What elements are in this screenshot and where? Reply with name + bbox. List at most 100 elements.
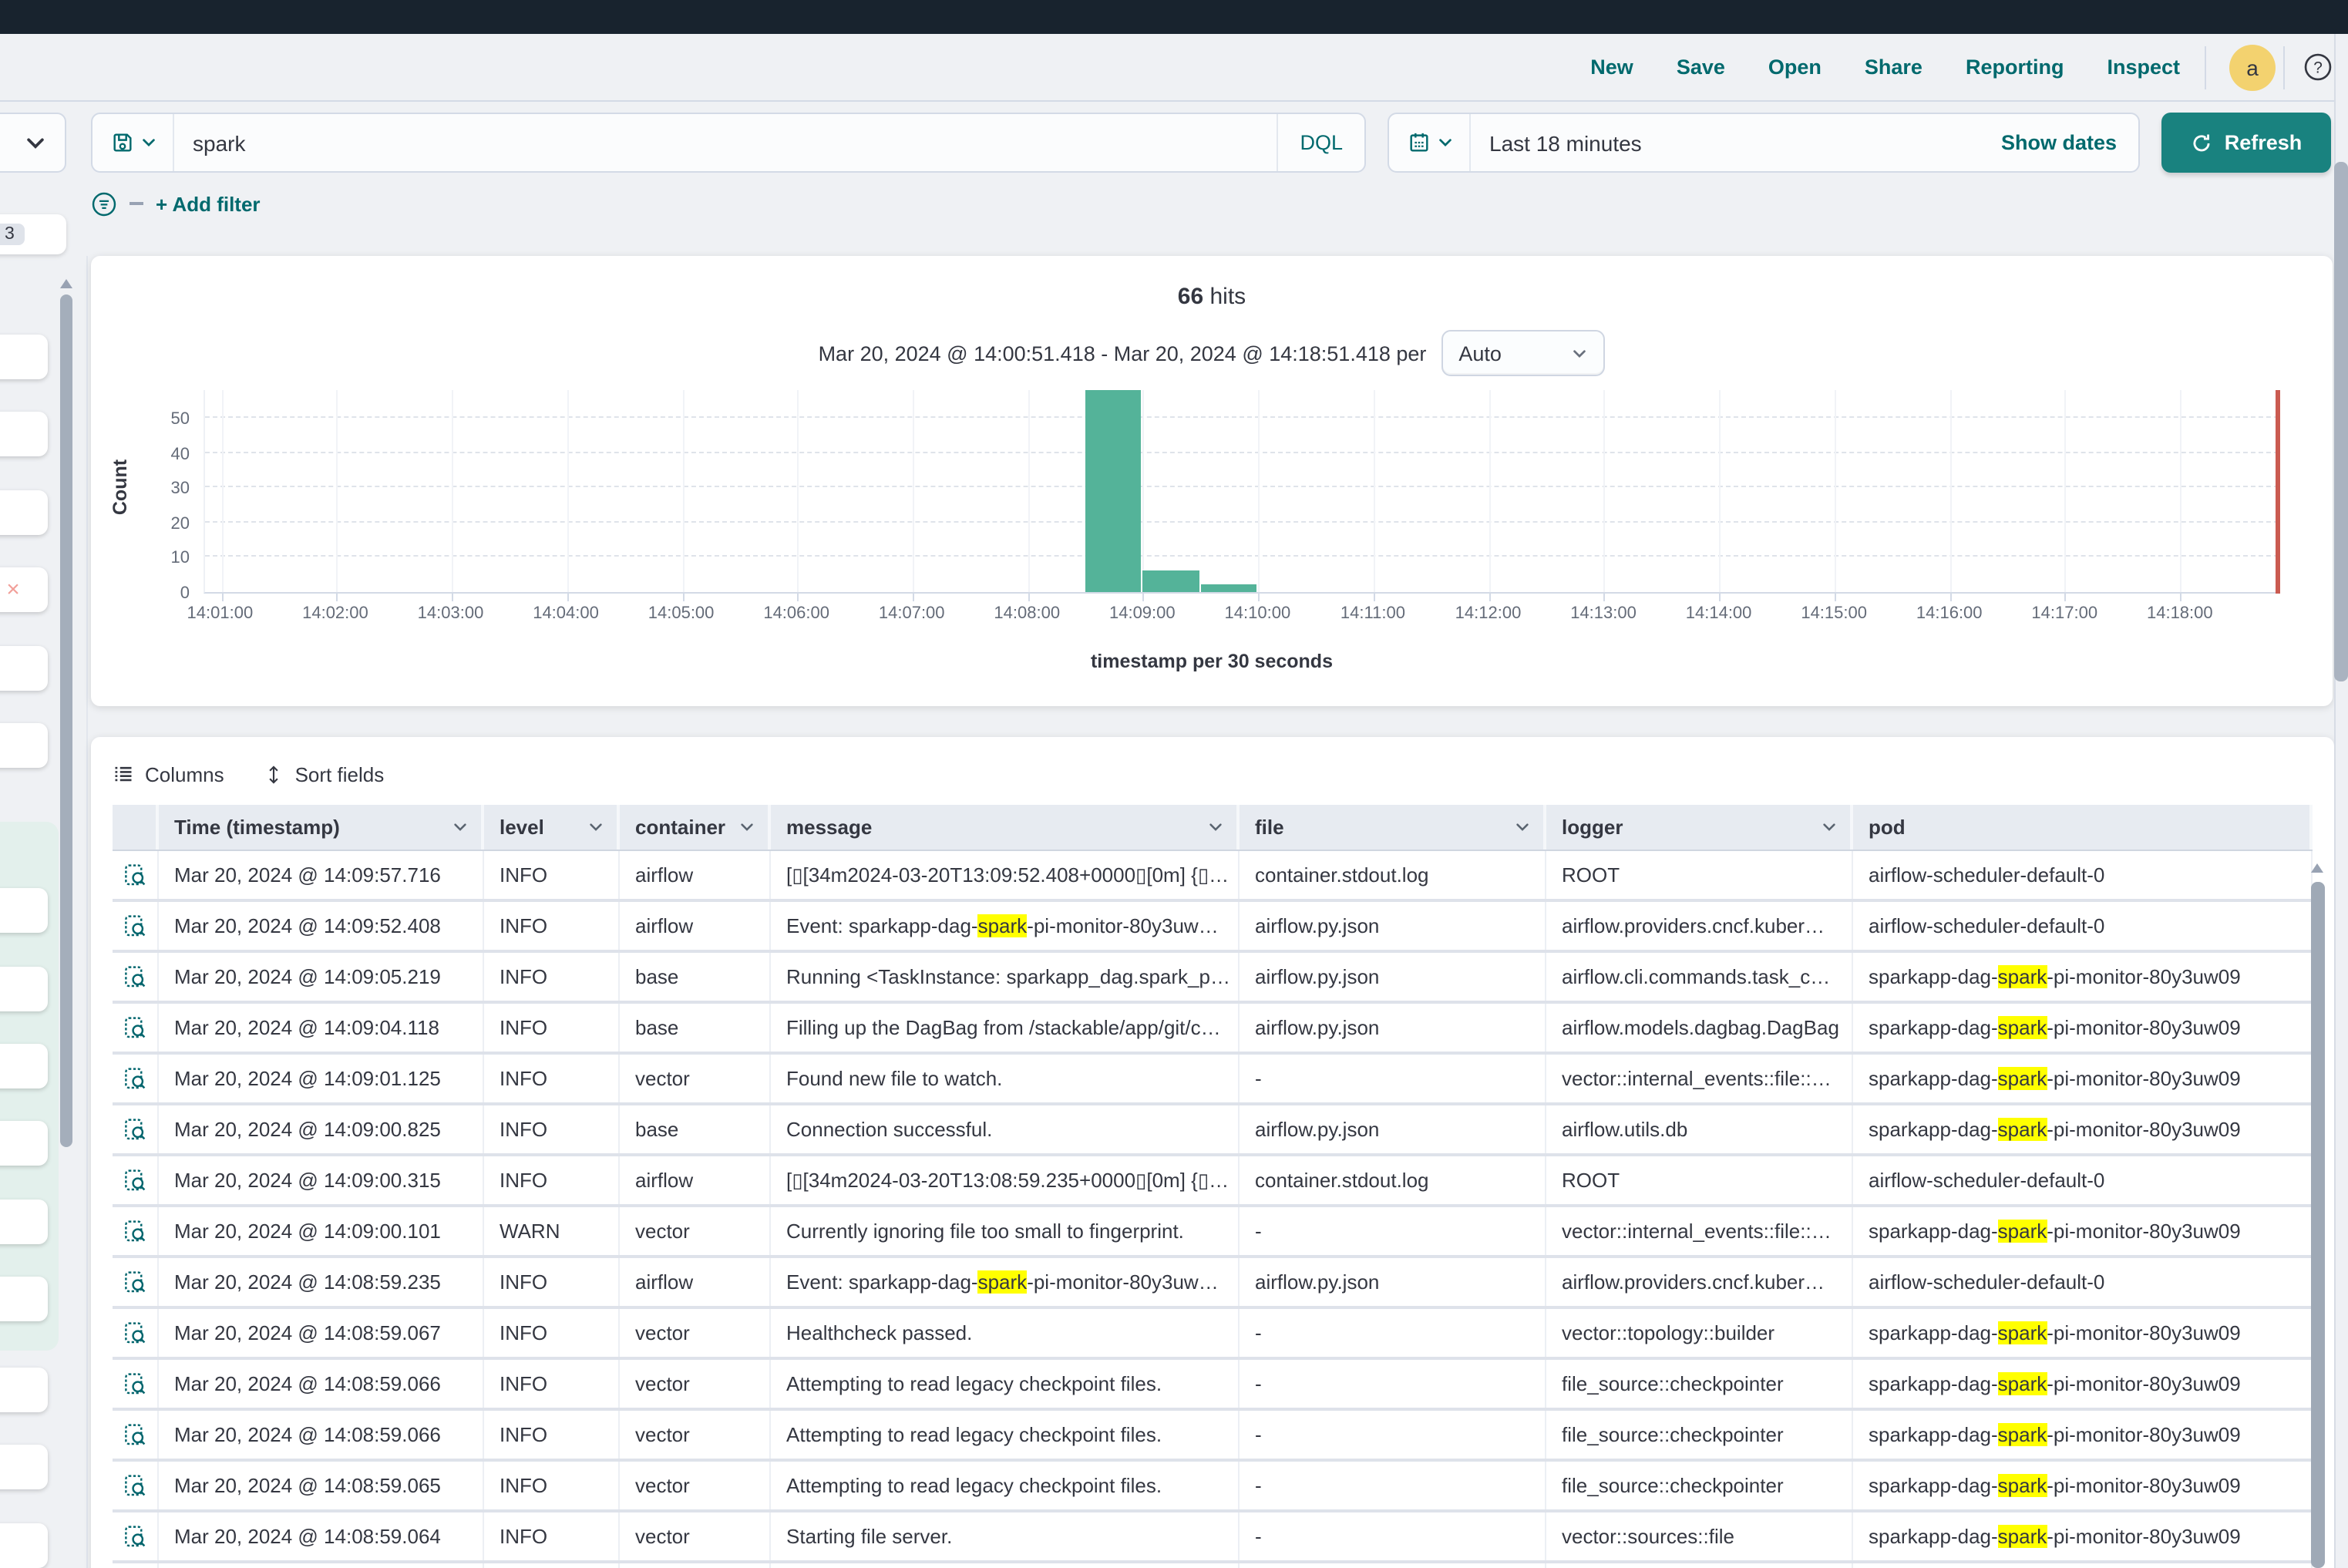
nav-share[interactable]: Share — [1865, 56, 1922, 79]
cell-container: airflow — [620, 902, 771, 950]
histogram-plot[interactable] — [204, 390, 2279, 594]
interval-select[interactable]: Auto — [1441, 330, 1605, 376]
field-item-card[interactable]: × — [0, 567, 48, 612]
histogram-bar[interactable] — [1085, 390, 1142, 592]
nav-new[interactable]: New — [1590, 56, 1633, 79]
column-header-logger[interactable]: logger — [1546, 805, 1853, 850]
expand-document-icon[interactable] — [113, 1360, 159, 1408]
sort-arrows-icon — [264, 764, 284, 784]
chevron-down-icon[interactable] — [587, 819, 604, 836]
chevron-down-icon[interactable] — [452, 819, 469, 836]
field-item-card[interactable] — [0, 335, 48, 379]
table-row: Mar 20, 2024 @ 14:08:59.065INFOvectorAtt… — [113, 1462, 2313, 1512]
histogram-bar[interactable] — [1201, 585, 1257, 592]
expand-document-icon[interactable] — [113, 953, 159, 1001]
table-header-row: Time (timestamp)levelcontainermessagefil… — [113, 805, 2313, 851]
sort-fields-button[interactable]: Sort fields — [264, 762, 385, 786]
expand-document-icon[interactable] — [113, 1258, 159, 1306]
expand-document-icon[interactable] — [113, 1411, 159, 1459]
column-header-time-timestamp-[interactable]: Time (timestamp) — [159, 805, 484, 850]
field-item-card[interactable] — [0, 646, 48, 691]
column-header-level[interactable]: level — [484, 805, 620, 850]
field-item-card[interactable] — [0, 1044, 48, 1089]
time-end-marker — [2276, 390, 2280, 594]
x-tickmark — [1374, 594, 1375, 601]
cell-container: base — [620, 1004, 771, 1052]
expand-document-icon[interactable] — [113, 902, 159, 950]
field-item-card[interactable] — [0, 1277, 48, 1321]
field-item-card[interactable] — [0, 1523, 48, 1568]
field-item-card[interactable] — [0, 412, 48, 456]
page-scrollbar-thumb[interactable] — [2334, 162, 2348, 681]
cell-level: INFO — [484, 1258, 620, 1306]
cell-level: INFO — [484, 1462, 620, 1509]
x-tick-label: 14:08:00 — [994, 604, 1060, 623]
nav-inspect[interactable]: Inspect — [2107, 56, 2180, 79]
columns-button[interactable]: Columns — [113, 762, 224, 786]
table-scrollbar[interactable] — [2311, 882, 2325, 1568]
x-gridline — [1604, 390, 1606, 592]
table-row: Mar 20, 2024 @ 14:08:59.064INFOvectorSta… — [113, 1512, 2313, 1563]
column-header-pod[interactable]: pod — [1853, 805, 2313, 850]
expand-document-icon[interactable] — [113, 1105, 159, 1153]
date-picker: Last 18 minutes Show dates — [1388, 113, 2140, 173]
app-nav-bar: New Save Open Share Reporting Inspect a ? — [0, 34, 2348, 102]
column-header-message[interactable]: message — [771, 805, 1240, 850]
nav-reporting[interactable]: Reporting — [1966, 56, 2064, 79]
query-language-button[interactable]: DQL — [1277, 114, 1364, 171]
field-item-card[interactable] — [0, 1121, 48, 1166]
date-quick-menu[interactable] — [1389, 114, 1471, 171]
field-count-badge-box[interactable]: 3 — [0, 214, 66, 254]
x-tickmark — [1258, 594, 1260, 601]
field-item-card[interactable] — [0, 1368, 48, 1412]
cell-container: vector — [620, 1309, 771, 1357]
cell-container: vector — [620, 1462, 771, 1509]
x-tickmark — [913, 594, 914, 601]
expand-document-icon[interactable] — [113, 1004, 159, 1052]
cell-pod: airflow-scheduler-default-0 — [1853, 1156, 2313, 1204]
expand-document-icon[interactable] — [113, 1156, 159, 1204]
field-list-scrollbar[interactable] — [60, 294, 72, 1147]
search-input[interactable] — [174, 130, 1277, 155]
expand-document-icon[interactable] — [113, 1207, 159, 1255]
table-scroll-up-arrow[interactable] — [2311, 863, 2323, 873]
expand-document-icon[interactable] — [113, 1512, 159, 1560]
field-item-card[interactable] — [0, 1445, 48, 1489]
chevron-down-icon[interactable] — [1821, 819, 1838, 836]
y-tick-label: 30 — [150, 479, 190, 498]
refresh-button[interactable]: Refresh — [2161, 113, 2331, 173]
avatar[interactable]: a — [2229, 45, 2276, 91]
column-header-container[interactable]: container — [620, 805, 771, 850]
cell-logger: ROOT — [1546, 1156, 1853, 1204]
expand-document-icon[interactable] — [113, 1462, 159, 1509]
remove-field-icon[interactable]: × — [0, 567, 48, 612]
help-icon[interactable]: ? — [2303, 52, 2333, 82]
chevron-down-icon[interactable] — [1514, 819, 1531, 836]
add-filter-button[interactable]: + Add filter — [156, 192, 261, 215]
expand-document-icon[interactable] — [113, 1055, 159, 1102]
field-item-card[interactable] — [0, 723, 48, 768]
expand-document-icon[interactable] — [113, 1309, 159, 1357]
show-dates-button[interactable]: Show dates — [2001, 131, 2138, 154]
chevron-down-icon[interactable] — [738, 819, 755, 836]
saved-query-menu[interactable] — [93, 114, 174, 171]
column-header-file[interactable]: file — [1240, 805, 1546, 850]
page-scrollbar-track[interactable] — [2334, 34, 2348, 1568]
time-range-value[interactable]: Last 18 minutes — [1471, 130, 2001, 155]
chevron-down-icon[interactable] — [1207, 819, 1224, 836]
nav-open[interactable]: Open — [1768, 56, 1822, 79]
cell-time: Mar 20, 2024 @ 14:09:04.118 — [159, 1004, 484, 1052]
nav-save[interactable]: Save — [1677, 56, 1725, 79]
field-item-card[interactable] — [0, 888, 48, 933]
field-item-card[interactable] — [0, 967, 48, 1011]
expand-document-icon[interactable] — [113, 851, 159, 899]
field-item-card[interactable] — [0, 490, 48, 535]
x-tickmark — [1028, 594, 1029, 601]
filter-icon[interactable] — [91, 190, 117, 217]
sidebar-collapse-toggle[interactable] — [0, 113, 66, 173]
x-gridline — [2064, 390, 2066, 592]
histogram-bar[interactable] — [1143, 571, 1199, 592]
scroll-up-arrow[interactable] — [60, 279, 72, 288]
field-item-card[interactable] — [0, 1200, 48, 1244]
cell-level: INFO — [484, 953, 620, 1001]
